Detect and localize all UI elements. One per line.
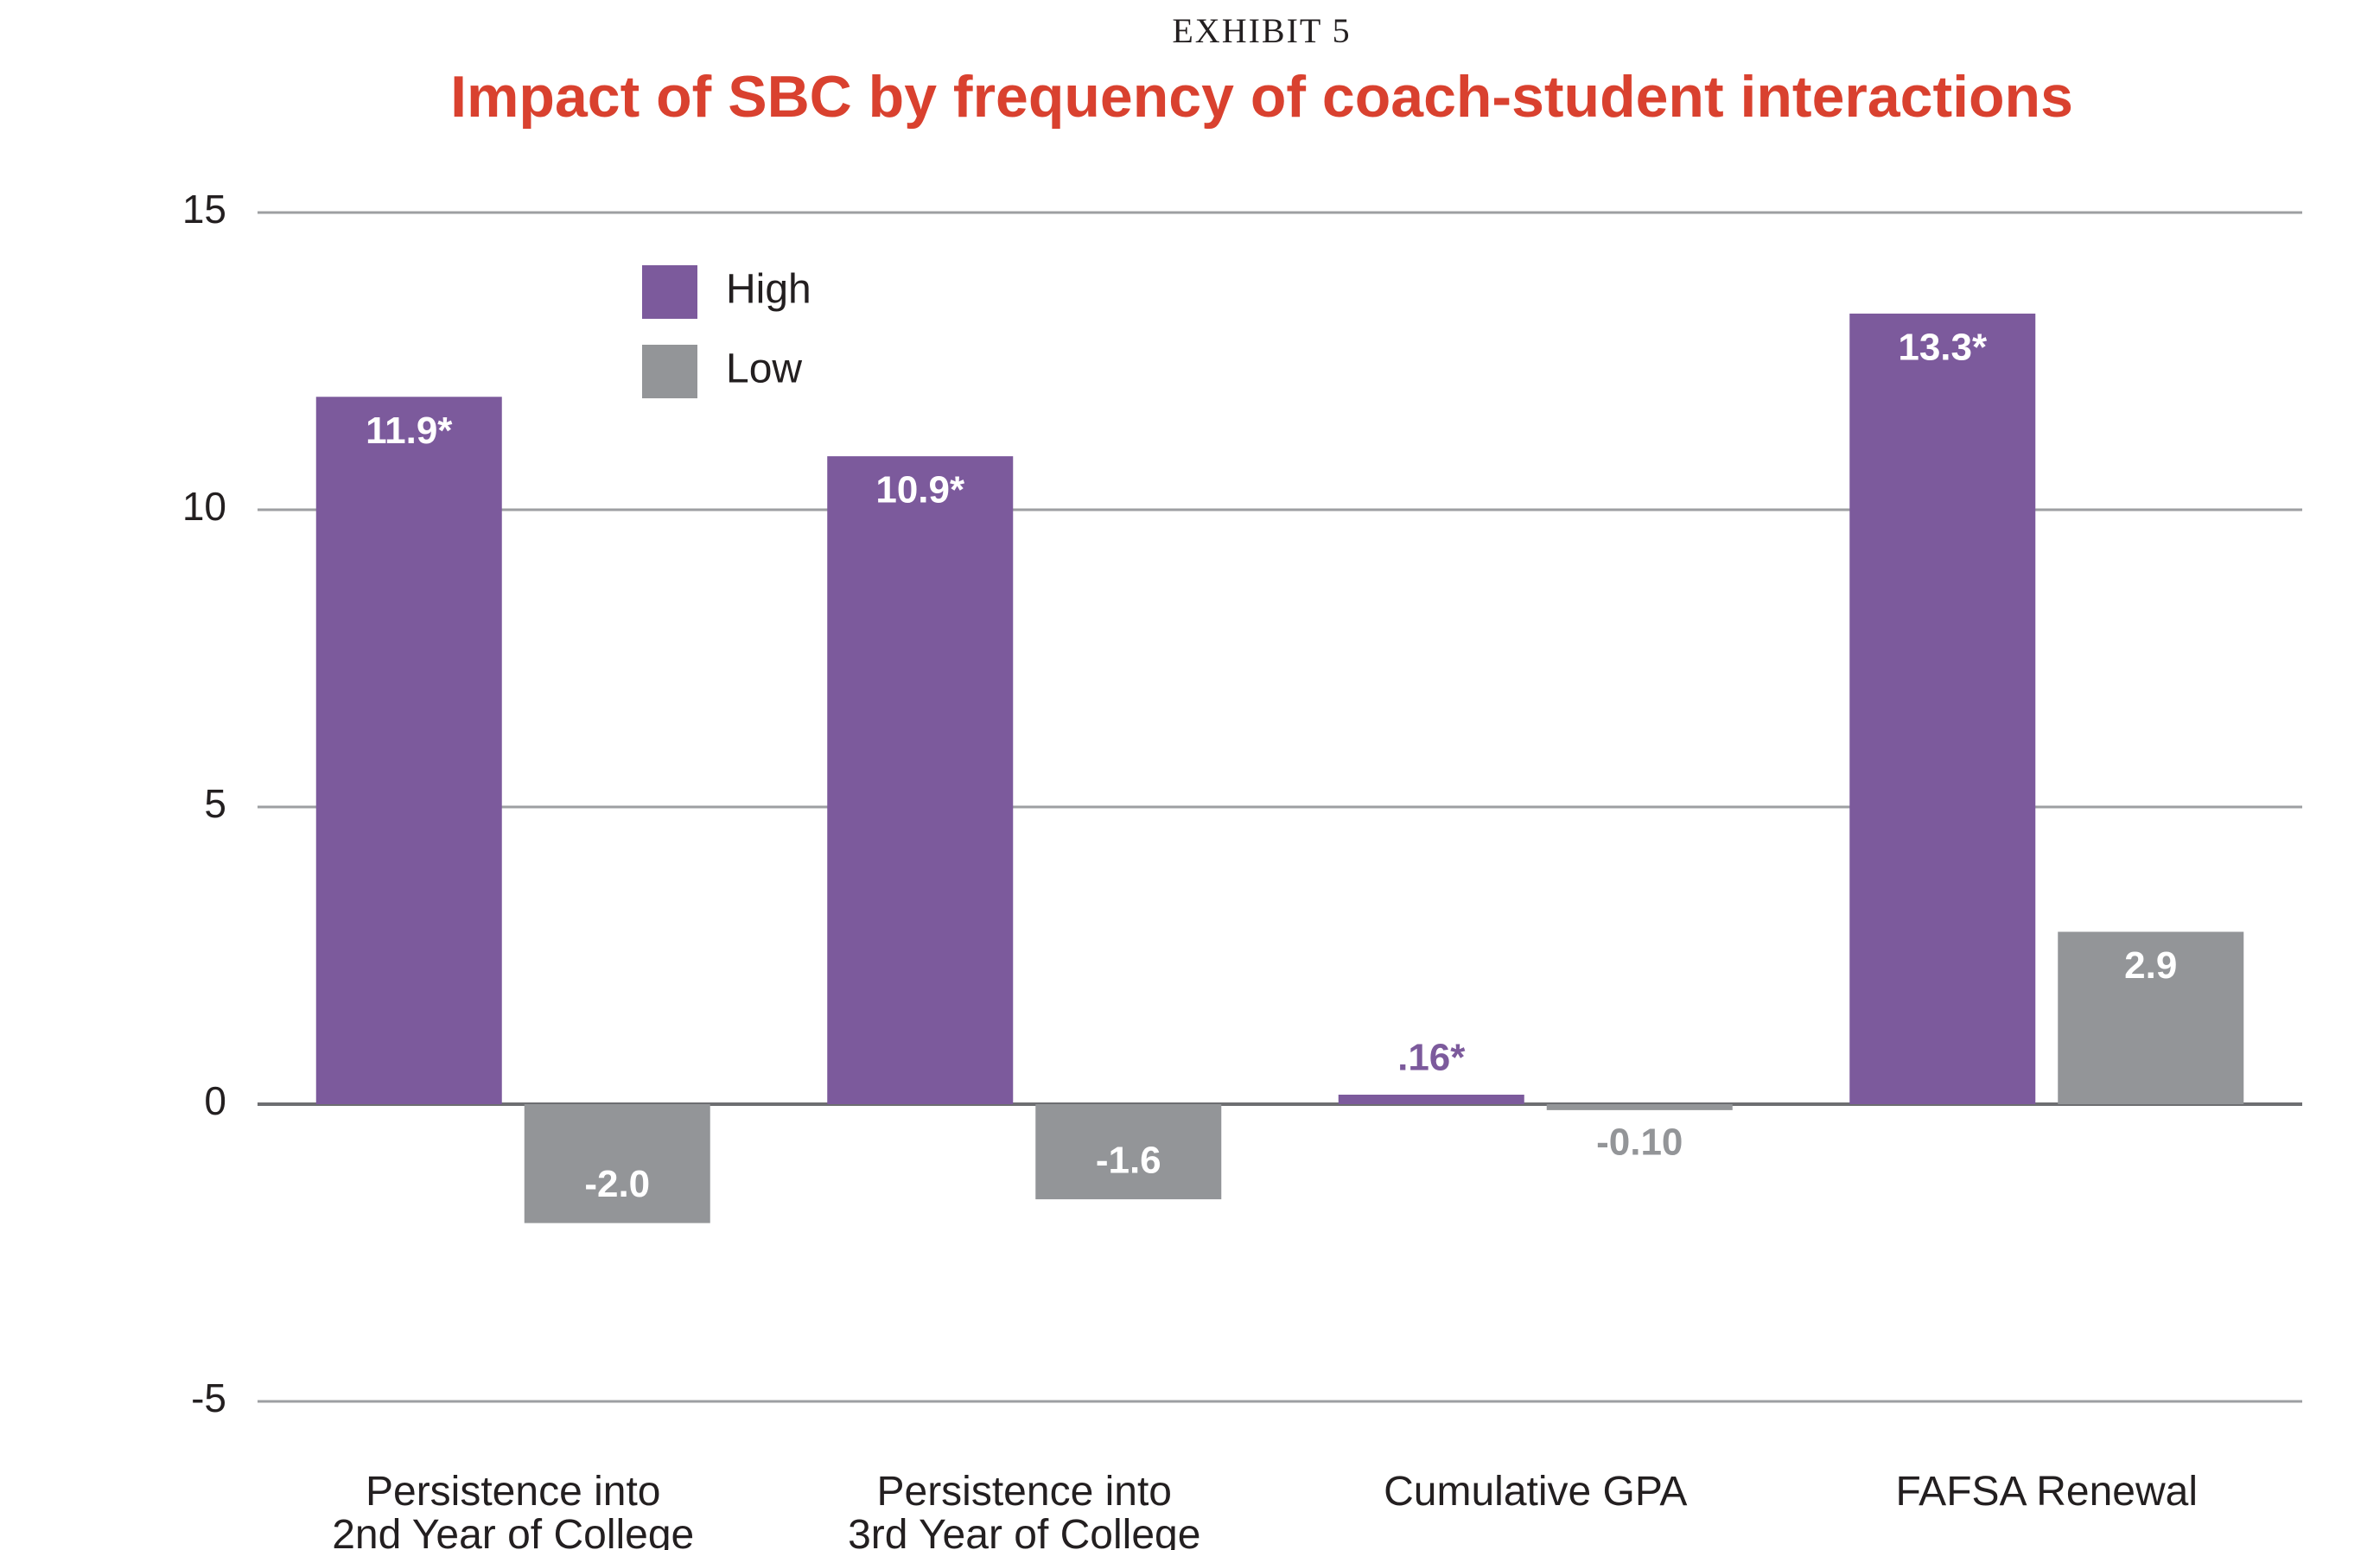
bar	[524, 1104, 710, 1223]
value-label: -1.6	[1096, 1140, 1161, 1182]
bar	[1849, 313, 2036, 1105]
value-label: 11.9*	[366, 410, 453, 452]
legend-label: High	[726, 267, 811, 313]
legend-swatch	[642, 265, 697, 319]
y-tick-label: 0	[204, 1078, 226, 1123]
legend-swatch	[642, 345, 697, 398]
chart-kicker: EXHIBIT 5	[1172, 11, 1351, 50]
y-tick-label: 5	[204, 781, 226, 826]
value-label: 2.9	[2124, 944, 2177, 987]
value-label: -2.0	[584, 1163, 650, 1205]
value-label: 13.3*	[1898, 327, 1988, 369]
bar	[1546, 1104, 1733, 1110]
x-tick-label: Persistence into 3rd Year of College	[848, 1469, 1201, 1550]
y-tick-label: -5	[191, 1375, 226, 1420]
value-label: 10.9*	[875, 469, 965, 511]
bar	[827, 456, 1014, 1104]
x-tick-label: FAFSA Renewal	[1895, 1469, 2199, 1515]
chart-title: Impact of SBC by frequency of coach-stud…	[450, 64, 2073, 130]
x-tick-label: Persistence into 2nd Year of College	[332, 1469, 695, 1550]
value-label: -0.10	[1596, 1121, 1683, 1164]
y-tick-label: 10	[182, 484, 226, 529]
x-tick-label: Cumulative GPA	[1384, 1469, 1688, 1515]
legend-label: Low	[726, 346, 802, 392]
bar	[1338, 1094, 1524, 1104]
bar	[315, 397, 502, 1104]
value-label: .16*	[1397, 1037, 1466, 1079]
y-tick-label: 15	[182, 187, 226, 232]
bar	[2058, 931, 2244, 1104]
bar	[1035, 1104, 1222, 1200]
